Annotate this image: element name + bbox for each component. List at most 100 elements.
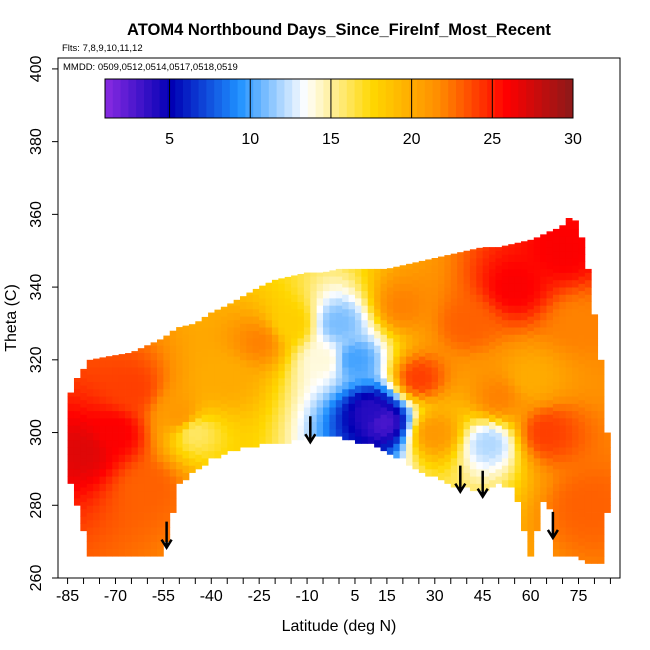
heatmap-cell (552, 461, 560, 470)
heatmap-cell (208, 407, 215, 415)
heatmap-cell (233, 348, 241, 357)
colorbar-segment (495, 79, 504, 118)
heatmap-cell (278, 392, 286, 401)
heatmap-cell (265, 407, 273, 415)
heatmap-cell (406, 263, 413, 270)
heatmap-cell (182, 378, 190, 386)
heatmap-cell (559, 498, 567, 506)
heatmap-cell (495, 425, 503, 433)
heatmap-cell (406, 268, 413, 277)
heatmap-cell (367, 363, 375, 372)
heatmap-cell (591, 476, 599, 484)
heatmap-cell (508, 276, 516, 284)
heatmap-cell (284, 283, 292, 292)
heatmap-cell (380, 363, 388, 372)
heatmap-cell (431, 396, 439, 404)
heatmap-cell (469, 330, 477, 339)
heatmap-cell (514, 312, 522, 321)
heatmap-cell (182, 436, 190, 444)
heatmap-cell (137, 468, 145, 477)
heatmap-cell (367, 385, 375, 393)
heatmap-cell (348, 323, 356, 332)
heatmap-cell (131, 512, 139, 521)
heatmap-cell (169, 367, 177, 375)
heatmap-cell (259, 334, 266, 343)
heatmap-cell (450, 276, 458, 284)
heatmap-cell (540, 378, 547, 386)
heatmap-cell (246, 301, 254, 310)
heatmap-cell (176, 403, 183, 412)
heatmap-cell (476, 439, 484, 448)
heatmap-cell (572, 476, 579, 484)
heatmap-cell (425, 345, 433, 353)
heatmap-cell (265, 399, 273, 408)
heatmap-cell (93, 447, 100, 455)
heatmap-cell (489, 261, 496, 270)
heatmap-cell (125, 439, 132, 448)
heatmap-cell (444, 418, 452, 426)
heatmap-cell (476, 316, 484, 324)
heatmap-cell (521, 516, 528, 524)
heatmap-cell (156, 498, 164, 506)
heatmap-cell (208, 399, 215, 408)
heatmap-cell (271, 428, 279, 437)
heatmap-cell (137, 447, 145, 455)
heatmap-cell (469, 403, 477, 412)
heatmap-cell (310, 356, 318, 364)
heatmap-cell (457, 312, 464, 321)
heatmap-cell (291, 316, 298, 324)
heatmap-cell (559, 258, 567, 266)
heatmap-cell (431, 345, 439, 353)
heatmap-cell (450, 254, 458, 263)
heatmap-cell (150, 403, 158, 412)
heatmap-cell (489, 298, 496, 306)
heatmap-cell (323, 334, 330, 343)
heatmap-cell (572, 461, 579, 470)
heatmap-cell (572, 439, 579, 448)
heatmap-cell (112, 418, 120, 426)
heatmap-cell (552, 338, 560, 346)
heatmap-cell (546, 414, 554, 423)
heatmap-cell (252, 330, 260, 339)
heatmap-cell (297, 287, 305, 295)
heatmap-cell (188, 458, 196, 466)
heatmap-cell (501, 407, 509, 415)
heatmap-cell (489, 399, 496, 408)
heatmap-cell (169, 476, 177, 484)
heatmap-cell (469, 359, 477, 368)
heatmap-cell (156, 403, 164, 412)
heatmap-cell (559, 468, 567, 477)
heatmap-cell (303, 363, 311, 372)
heatmap-cell (354, 290, 362, 299)
heatmap-cell (291, 352, 298, 361)
heatmap-cell (80, 428, 88, 437)
heatmap-cell (482, 323, 490, 332)
heatmap-cell (201, 378, 209, 386)
heatmap-cell (201, 458, 209, 466)
heatmap-cell (73, 388, 81, 397)
heatmap-cell (552, 367, 560, 375)
heatmap-cell (572, 498, 579, 506)
heatmap-cell (240, 439, 247, 448)
heatmap-cell (150, 519, 158, 528)
heatmap-cell (565, 345, 573, 353)
heatmap-cell (597, 548, 605, 557)
heatmap-cell (482, 483, 490, 492)
heatmap-cell (406, 305, 413, 313)
heatmap-cell (252, 388, 260, 397)
heatmap-cell (399, 450, 407, 459)
heatmap-cell (163, 447, 171, 455)
heatmap-cell (284, 392, 292, 401)
colorbar-segment (362, 79, 371, 118)
heatmap-cell (380, 378, 388, 386)
heatmap-cell (163, 352, 171, 361)
heatmap-cell (604, 468, 611, 477)
heatmap-cell (437, 261, 445, 270)
heatmap-cell (476, 461, 484, 470)
heatmap-cell (182, 472, 190, 481)
heatmap-cell (310, 370, 318, 379)
heatmap-cell (150, 374, 158, 383)
heatmap-cell (156, 410, 164, 419)
colorbar-tick-label: 15 (322, 131, 340, 148)
heatmap-cell (495, 374, 503, 383)
